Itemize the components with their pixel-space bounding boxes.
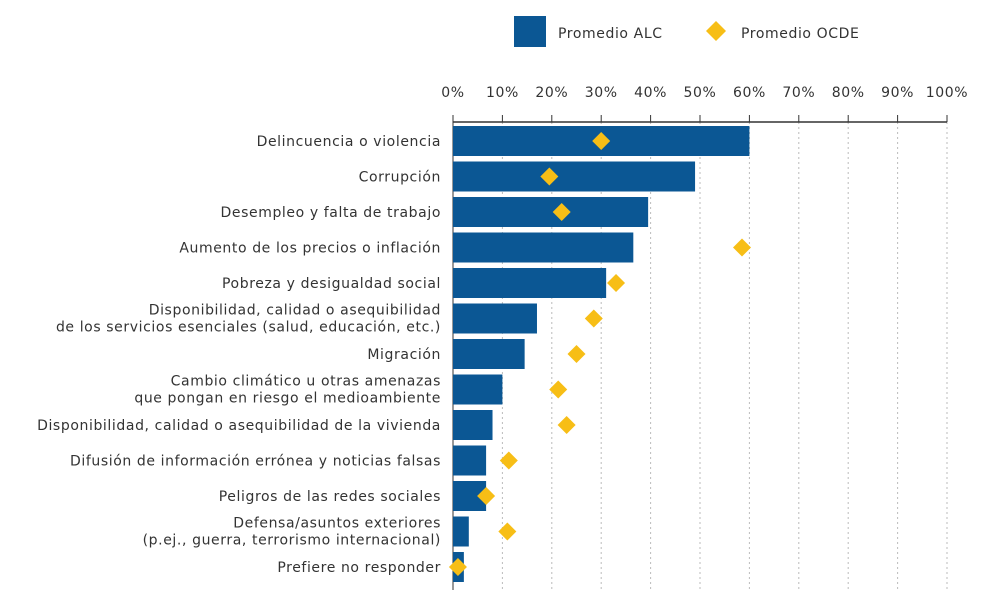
bar-alc <box>453 268 607 298</box>
x-tick-label: 0% <box>441 85 464 101</box>
bar-alc <box>453 232 634 263</box>
diamond-ocde <box>549 380 568 399</box>
bar-alc <box>453 374 503 405</box>
diamond-ocde <box>448 558 467 576</box>
x-tick-label: 20% <box>535 85 568 101</box>
diamond-ocde <box>557 416 576 434</box>
category-label: Disponibilidad, calidad o asequibilidad … <box>37 418 441 434</box>
category-label: Desempleo y falta de trabajo <box>221 205 442 221</box>
legend-label-alc: Promedio ALC <box>558 26 663 42</box>
legend-swatch-alc <box>514 16 546 47</box>
category-label: Defensa/asuntos exteriores <box>233 516 441 532</box>
bar-alc <box>453 339 525 369</box>
category-label: Corrupción <box>359 170 441 186</box>
diamond-ocde <box>584 309 603 328</box>
category-label: Aumento de los precios o inflación <box>179 241 441 257</box>
bar-alc <box>453 161 696 192</box>
diamond-ocde <box>567 345 586 363</box>
bar-alc <box>453 516 469 547</box>
x-tick-label: 50% <box>684 85 717 101</box>
diamond-ocde <box>499 451 518 470</box>
category-label: Peligros de las redes sociales <box>219 489 441 505</box>
bar-alc <box>453 303 537 334</box>
diamond-ocde <box>498 522 517 541</box>
x-tick-label: 80% <box>832 85 865 101</box>
category-label: Cambio climático u otras amenazas <box>171 374 441 390</box>
x-tick-label: 70% <box>782 85 815 101</box>
legend-swatch-ocde <box>706 21 726 41</box>
bar-alc <box>453 197 649 227</box>
x-tick-label: 10% <box>486 85 519 101</box>
x-tick-label: 60% <box>733 85 766 101</box>
x-tick-label: 30% <box>585 85 618 101</box>
category-label: Prefiere no responder <box>277 560 441 576</box>
category-label: de los servicios esenciales (salud, educ… <box>56 320 441 336</box>
diamond-ocde <box>552 203 571 221</box>
category-label: Pobreza y desigualdad social <box>222 276 441 292</box>
x-tick-label: 90% <box>881 85 914 101</box>
x-tick-label: 40% <box>634 85 667 101</box>
category-label: (p.ej., guerra, terrorismo internacional… <box>143 533 441 549</box>
category-label: que pongan en riesgo el medioambiente <box>134 391 441 407</box>
legend-label-ocde: Promedio OCDE <box>741 26 859 42</box>
category-label: Delincuencia o violencia <box>257 134 441 150</box>
bar-alc <box>453 410 493 440</box>
diamond-ocde <box>732 238 751 257</box>
diamond-ocde <box>540 167 559 186</box>
diamond-ocde <box>477 487 496 505</box>
bar-alc <box>453 445 487 476</box>
category-label: Difusión de información errónea y notici… <box>70 454 441 470</box>
category-label: Migración <box>367 347 441 363</box>
category-label: Disponibilidad, calidad o asequibilidad <box>149 303 441 319</box>
x-tick-label: 100% <box>926 85 968 101</box>
diamond-ocde <box>592 132 611 150</box>
diamond-ocde <box>607 274 626 292</box>
